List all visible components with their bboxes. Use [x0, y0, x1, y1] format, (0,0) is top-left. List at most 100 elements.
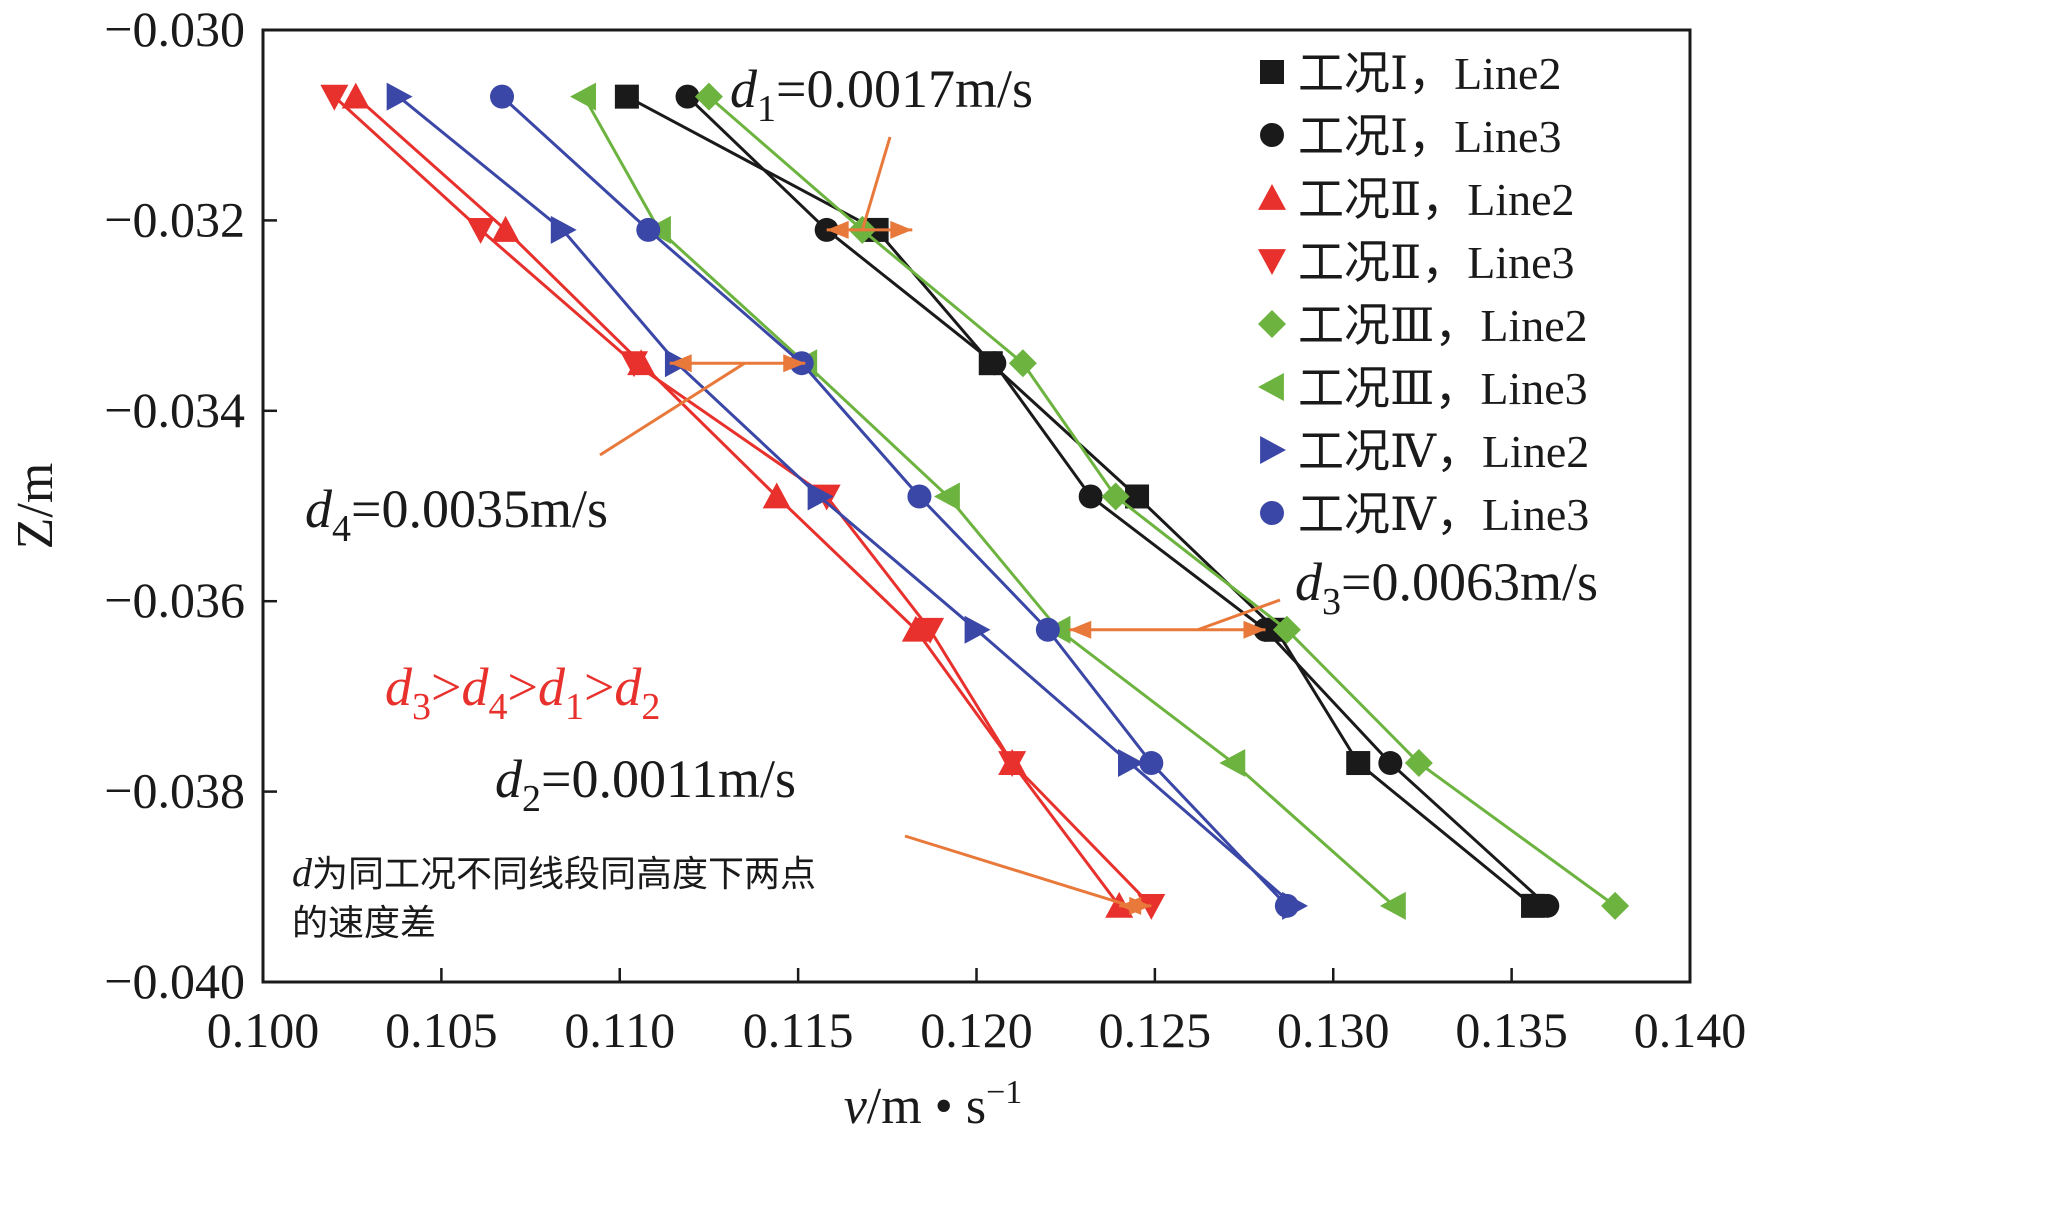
x-tick-label: 0.130	[1277, 1002, 1390, 1058]
legend-item-5: 工况Ⅲ，Line2	[1258, 300, 1588, 351]
legend-marker	[1258, 373, 1284, 401]
y-tick-label: −0.040	[104, 953, 245, 1009]
order-sub: 4	[488, 686, 507, 728]
order-var: d	[385, 657, 413, 717]
data-point	[1535, 893, 1560, 918]
order-gt: >	[431, 657, 461, 717]
d3-label-var: d	[1295, 552, 1323, 612]
y-tick-label: −0.038	[104, 763, 245, 819]
data-point	[1101, 482, 1130, 511]
data-point	[1008, 349, 1037, 378]
legend-item-8: 工况Ⅳ，Line3	[1260, 489, 1589, 540]
d4-arrow	[669, 354, 806, 373]
note-text: 为同工况不同线段同高度下两点	[312, 854, 816, 895]
arrow-head	[1243, 620, 1266, 639]
data-point	[1379, 891, 1406, 920]
arrow-head	[826, 220, 849, 239]
x-tick-label: 0.105	[385, 1002, 498, 1058]
d3-label: d3=0.0063m/s	[1295, 552, 1598, 623]
annotation-layer: d1=0.0017m/sd4=0.0035m/sd3=0.0063m/sd2=0…	[292, 59, 1598, 944]
d1-label-sub: 1	[757, 88, 776, 130]
x-axis-label: v/m • s−1	[844, 1074, 1023, 1135]
arrow-head	[1069, 620, 1092, 639]
data-point	[466, 218, 495, 244]
y-tick-label: −0.036	[104, 572, 245, 628]
y-tick-label: −0.034	[104, 382, 245, 438]
data-point	[762, 482, 791, 509]
legend-marker	[1258, 310, 1286, 338]
order-var: d	[614, 657, 642, 717]
d3-label-value: =0.0063m/s	[1341, 552, 1598, 612]
data-point	[620, 351, 649, 378]
x-tick-label: 0.125	[1099, 1002, 1212, 1058]
d2-label: d2=0.0011m/s	[495, 749, 796, 820]
order-sub: 1	[565, 686, 584, 728]
arrow-head	[783, 354, 806, 373]
x-tick-label: 0.115	[743, 1002, 854, 1058]
arrow-head	[1129, 896, 1152, 915]
data-point	[1378, 751, 1403, 776]
data-point	[1601, 891, 1630, 920]
arrow-head	[890, 220, 913, 239]
x-axis-label-var: v	[844, 1078, 868, 1135]
legend-label: 工况Ⅲ，Line3	[1298, 363, 1588, 414]
data-point	[550, 215, 577, 244]
legend-marker	[1260, 123, 1284, 147]
data-point	[490, 84, 515, 109]
order-var: d	[538, 657, 566, 717]
order-gt: >	[584, 657, 614, 717]
d4-label-sub: 4	[332, 508, 351, 550]
legend-marker	[1260, 501, 1284, 525]
data-point	[916, 617, 945, 644]
leader-line	[599, 361, 746, 457]
leader-line	[904, 834, 1131, 908]
note-var: d	[292, 850, 313, 895]
data-point	[1219, 749, 1246, 778]
data-point	[491, 215, 520, 242]
x-tick-label: 0.140	[1634, 1002, 1747, 1058]
data-point	[901, 615, 930, 642]
order-sub: 3	[412, 686, 431, 728]
x-tick-label: 0.120	[920, 1002, 1033, 1058]
data-point	[675, 84, 700, 109]
x-axis-label-unit: /m • s	[867, 1078, 986, 1135]
arrow-head	[669, 354, 692, 373]
leader-line	[1197, 598, 1281, 632]
data-point	[933, 482, 960, 511]
note-line-1: d为同工况不同线段同高度下两点	[292, 850, 816, 895]
order-var: d	[461, 657, 489, 717]
d1-label-var: d	[730, 59, 758, 119]
data-point	[1118, 749, 1144, 778]
order-label: d3>d4>d1>d2	[385, 657, 660, 728]
legend-label: 工况Ⅲ，Line2	[1298, 300, 1588, 351]
data-point	[1404, 749, 1433, 778]
data-point	[386, 82, 413, 111]
d4-label-value: =0.0035m/s	[351, 479, 608, 539]
legend-label: 工况Ⅳ，Line2	[1298, 426, 1589, 477]
legend-item-7: 工况Ⅳ，Line2	[1260, 426, 1589, 477]
d4-label-var: d	[305, 479, 333, 539]
d3-label-sub: 3	[1322, 581, 1341, 623]
data-point	[982, 351, 1007, 376]
d2-label-var: d	[495, 749, 523, 809]
order-sub: 2	[641, 686, 660, 728]
x-tick-label: 0.100	[207, 1002, 320, 1058]
data-point	[1035, 617, 1060, 642]
data-point	[907, 484, 932, 509]
data-point	[807, 482, 834, 511]
legend-marker	[1260, 60, 1284, 84]
legend-label: 工况Ⅰ，Line2	[1298, 48, 1561, 99]
x-tick-label: 0.135	[1455, 1002, 1568, 1058]
data-point	[1139, 751, 1164, 776]
d2-label-sub: 2	[522, 778, 541, 820]
legend-item-6: 工况Ⅲ，Line3	[1258, 363, 1588, 414]
data-point	[1078, 484, 1103, 509]
y-tick-label: −0.032	[104, 191, 245, 247]
legend-marker	[1258, 249, 1286, 275]
data-point	[998, 751, 1027, 778]
axes-layer: 0.100 0.105 0.110 0.115 0.120 0.125 0.130 0.135…	[7, 1, 1746, 1135]
series-8	[490, 84, 1299, 918]
legend-label: 工况Ⅱ，Line2	[1298, 174, 1575, 225]
data-point	[1274, 893, 1299, 918]
legend-item-2: 工况Ⅰ，Line3	[1260, 111, 1561, 162]
